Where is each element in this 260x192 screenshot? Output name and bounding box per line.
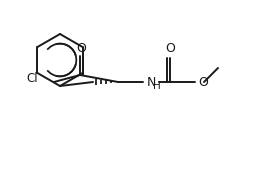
Text: N: N <box>147 75 156 89</box>
Text: O: O <box>198 75 208 89</box>
Text: H: H <box>153 81 161 91</box>
Text: O: O <box>165 41 175 55</box>
Text: O: O <box>76 41 86 55</box>
Text: Cl: Cl <box>26 71 38 84</box>
